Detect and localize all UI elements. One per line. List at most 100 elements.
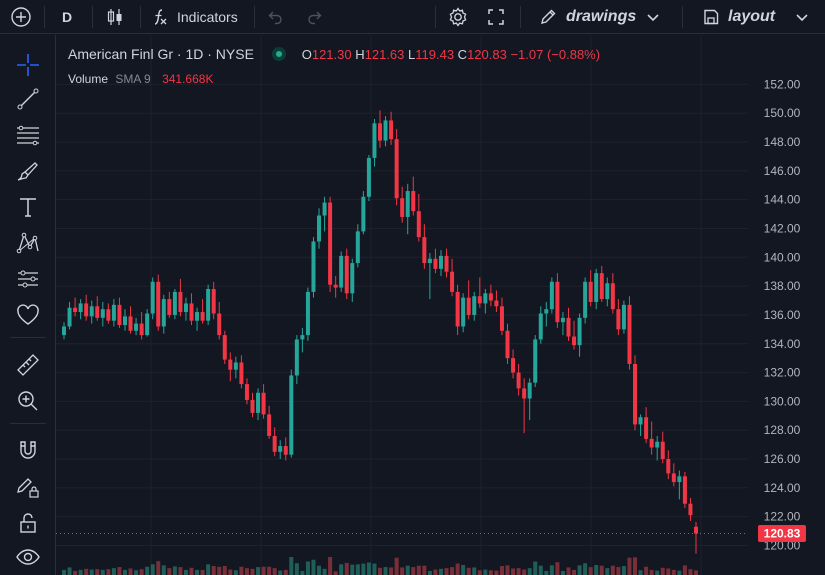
market-status-dot — [271, 47, 286, 61]
candle-body — [322, 202, 327, 216]
candle-body — [117, 304, 122, 326]
candle-body — [378, 123, 382, 141]
volume-bar — [278, 570, 283, 575]
add-symbol-button[interactable] — [4, 0, 38, 34]
candle-body — [633, 363, 638, 425]
favorites-tool[interactable] — [10, 299, 46, 331]
candle-body — [422, 237, 427, 264]
price-tick-label: 148.00 — [764, 135, 801, 149]
candle-body — [344, 255, 349, 294]
symbol-title[interactable]: American Finl Gr · 1D · NYSE — [68, 46, 254, 62]
candle-body — [450, 271, 455, 292]
candle-body — [389, 120, 394, 140]
candle-body — [472, 296, 477, 315]
volume-bar — [256, 567, 261, 575]
volume-bar — [78, 569, 83, 575]
fib-tool[interactable] — [10, 119, 46, 151]
candle-body — [84, 303, 89, 317]
trend-line-tool[interactable] — [10, 83, 46, 115]
volume-bar — [549, 565, 554, 575]
volume-bar — [644, 566, 649, 575]
volume-label[interactable]: Volume — [68, 72, 109, 86]
candle-body — [594, 273, 599, 302]
volume-bar — [250, 568, 255, 575]
pattern-tool[interactable] — [10, 227, 46, 259]
forecast-tool[interactable] — [10, 263, 46, 295]
candle-body — [267, 414, 272, 436]
volume-bar — [566, 567, 571, 575]
price-tick-label: 146.00 — [764, 164, 801, 178]
volume-bar — [206, 564, 211, 575]
candle-body — [544, 309, 549, 314]
candle-body — [167, 299, 172, 315]
fullscreen-button[interactable] — [482, 0, 510, 34]
candle-body — [588, 281, 593, 302]
zoom-tool[interactable] — [10, 385, 46, 417]
volume-bar — [267, 566, 272, 575]
candle-body — [350, 263, 355, 294]
candle-body — [305, 291, 310, 336]
lock-drawings-tool[interactable] — [10, 471, 46, 503]
chart-type-button[interactable] — [100, 0, 130, 34]
trend-line-icon — [17, 88, 39, 110]
redo-button[interactable] — [300, 0, 328, 34]
magnet-tool[interactable] — [10, 435, 46, 467]
redo-icon — [308, 11, 322, 25]
candle-body — [228, 359, 233, 370]
volume-bar — [633, 557, 638, 575]
volume-bar — [588, 567, 593, 575]
volume-bar — [161, 565, 166, 575]
price-tick-label: 140.00 — [764, 250, 801, 264]
crosshair-tool[interactable] — [10, 49, 46, 81]
high-label: H — [355, 47, 365, 62]
price-tick-label: 150.00 — [764, 106, 801, 120]
drawings-button[interactable]: drawings — [538, 0, 662, 34]
indicators-button[interactable]: Indicators — [150, 0, 246, 34]
volume-value: 341.668K — [162, 72, 214, 86]
candle-body — [283, 446, 288, 455]
candle-body — [195, 312, 200, 321]
candle-body — [400, 198, 405, 217]
candle-body — [649, 438, 654, 448]
undo-button[interactable] — [262, 0, 290, 34]
price-axis[interactable]: 152.00 150.00 148.00 146.00 144.00 142.00 140.… — [764, 77, 801, 552]
lock-all-tool[interactable] — [10, 507, 46, 539]
brush-tool[interactable] — [10, 155, 46, 187]
price-tick-label: 124.00 — [764, 481, 801, 495]
candle-body — [233, 362, 238, 370]
volume-bar — [233, 570, 238, 575]
text-icon — [20, 198, 36, 217]
candle-body — [627, 304, 632, 364]
volume-bar — [483, 569, 488, 575]
price-tick-label: 130.00 — [764, 394, 801, 408]
interval-button[interactable]: D — [61, 9, 73, 25]
volume-bar — [62, 569, 66, 575]
measure-tool[interactable] — [10, 349, 46, 381]
volume-bar — [339, 564, 344, 575]
price-chart[interactable]: 152.00 150.00 148.00 146.00 144.00 142.00 140.… — [56, 35, 825, 575]
candle-body — [145, 313, 150, 336]
text-tool[interactable] — [10, 191, 46, 223]
candle-body — [671, 473, 676, 483]
volume-bar — [516, 568, 521, 575]
candle-body — [355, 231, 360, 264]
candle-body — [583, 281, 588, 318]
candle-body — [134, 323, 139, 331]
layout-button[interactable]: layout — [702, 0, 814, 34]
candle-body — [455, 291, 460, 327]
candle-body — [599, 273, 604, 300]
candle-body — [616, 309, 621, 330]
candle-body — [122, 316, 127, 326]
price-tick-label: 126.00 — [764, 452, 801, 466]
volume-bar — [217, 566, 222, 575]
divider — [682, 6, 683, 28]
volume-bar — [100, 569, 105, 575]
settings-button[interactable] — [444, 0, 472, 34]
candle-body — [522, 388, 527, 399]
volume-bar — [555, 562, 560, 575]
divider — [254, 6, 255, 28]
ruler-icon — [17, 354, 39, 376]
candles — [62, 110, 698, 554]
low-value: 119.43 — [415, 47, 455, 62]
hide-drawings-tool[interactable] — [10, 541, 46, 573]
